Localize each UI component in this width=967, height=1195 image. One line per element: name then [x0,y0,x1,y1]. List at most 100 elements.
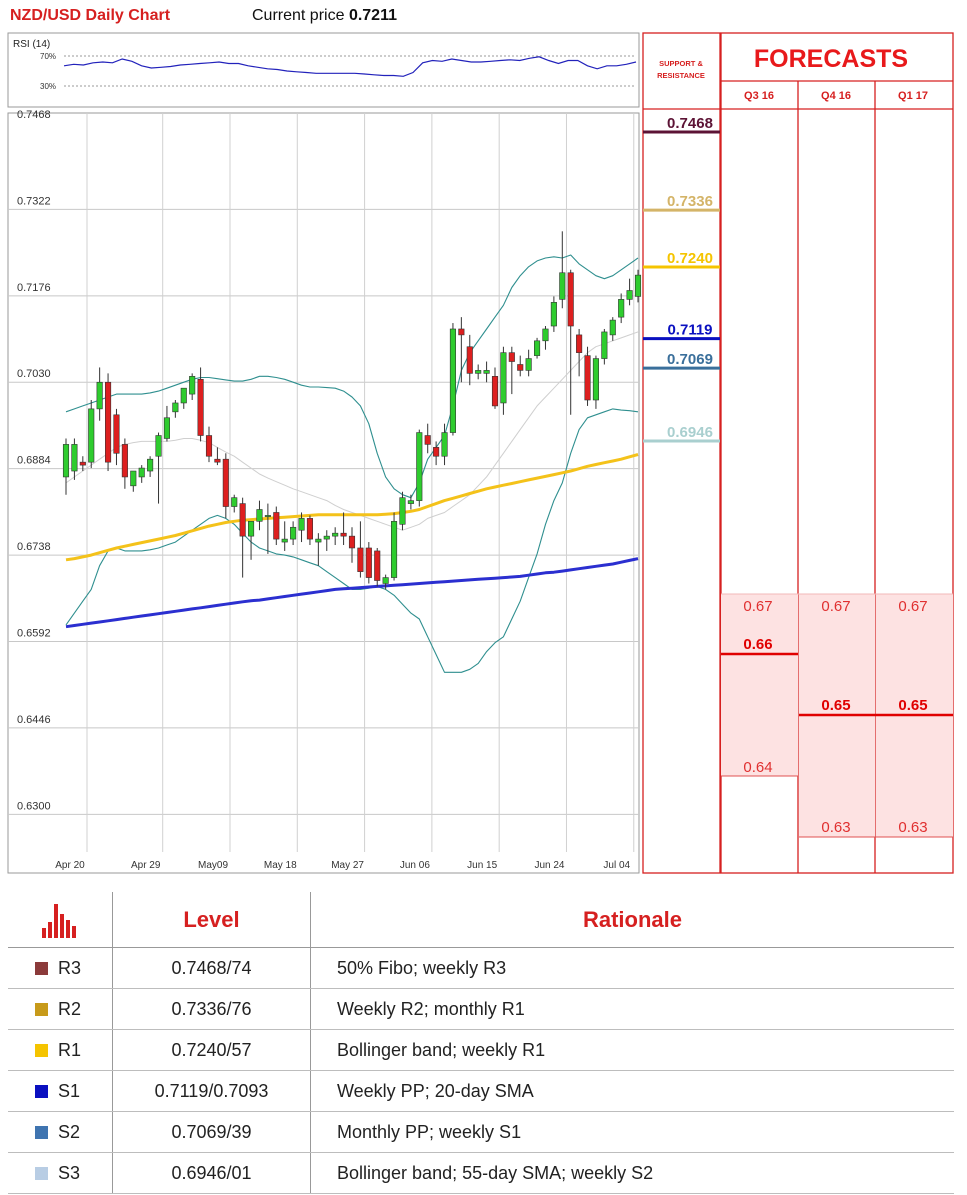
bar-chart-icon-bar [54,904,58,938]
y-tick-label: 0.6592 [17,627,51,639]
candle-up [626,290,633,300]
candle-up [323,535,330,540]
candle-down [508,352,515,362]
sr-title-line2: RESISTANCE [657,71,705,80]
bar-chart-icon-bar [42,928,46,938]
candle-down [365,547,372,578]
candle-up [62,444,70,478]
candle-down [567,272,574,327]
x-tick-label: Apr 20 [55,860,85,871]
candle-up [550,302,557,327]
x-tick-label: Apr 29 [131,860,161,871]
candle-down [517,364,524,371]
forecast-q3-16-median: 0.66 [743,636,772,653]
sr-level-value: 0.7468 [667,115,713,132]
candle-down [576,334,583,353]
rationale-header: Rationale [310,892,954,948]
y-tick-label: 0.6738 [17,541,51,553]
candle-down [424,435,431,445]
bar-chart-icon-bar [66,920,70,938]
level-name-cell: R2 [8,988,113,1030]
candle-down [458,328,465,336]
level-rationale: Weekly PP; 20-day SMA [310,1070,954,1112]
candle-up [618,299,625,318]
candle-up [534,340,541,356]
candle-up [281,538,288,543]
level-color-swatch [35,1166,48,1180]
level-value: 0.7468/74 [112,947,311,989]
forecast-q3-16-high: 0.67 [743,598,772,615]
candle-down [239,503,246,537]
candle-up [180,387,187,404]
candle-up [96,381,103,410]
candle-up [592,358,599,401]
candle-down [197,378,204,436]
candle-up [449,328,456,433]
level-header: Level [112,892,311,948]
series-line-bollinger-upper [65,254,639,499]
candle-up [315,538,322,543]
candle-down [433,447,440,457]
candle-up [500,352,507,404]
bar-chart-icon [42,904,76,938]
level-color-swatch [35,1002,48,1016]
x-tick-label: May 18 [264,860,297,871]
sr-title-line1: SUPPORT & [659,59,703,68]
forecast-q4-16-high: 0.67 [821,598,850,615]
candle-up [71,444,78,472]
sr-level-value: 0.7069 [667,351,713,368]
candle-down [214,458,221,463]
level-name: R3 [58,957,82,978]
level-name: R1 [58,1039,82,1060]
candle-down [357,547,364,572]
bar-chart-icon-bar [48,922,52,938]
candle-up [525,358,532,371]
level-row-r2: R2 0.7336/76 Weekly R2; monthly R1 [8,988,954,1030]
levels-icon-cell [8,892,113,948]
bar-chart-icon-bar [60,914,64,938]
forecast-period-q4-16: Q4 16 [821,90,851,102]
sr-level-value: 0.7240 [667,250,713,267]
price-grid [8,113,639,852]
x-tick-label: Jul 04 [603,860,630,871]
levels-table: Level Rationale R3 0.7468/74 50% Fibo; wee… [8,892,954,1194]
candle-down [205,435,213,457]
candle-down [113,414,120,454]
forecast-q4-16-low: 0.63 [821,819,850,836]
level-name-cell: R1 [8,1029,113,1071]
candle-up [189,376,196,395]
level-row-s3: S3 0.6946/01 Bollinger band; 55-day SMA; w… [8,1152,954,1194]
candle-up [542,328,549,342]
sr-level-value: 0.6946 [667,424,713,441]
candle-down [273,512,280,540]
level-value: 0.7336/76 [112,988,311,1030]
x-tick-label: Jun 24 [534,860,564,871]
candle-up [407,500,414,504]
rsi-label: RSI (14) [13,39,50,50]
candle-up [416,432,423,501]
rsi-level-30: 30% [40,82,56,91]
bar-chart-icon-bar [72,926,76,938]
sr-levels: 0.7468 0.7336 0.7240 0.7119 0.7069 0.6946 [643,115,720,443]
candle-up [399,497,406,525]
candle-up [609,319,616,336]
candle-up [634,274,642,297]
level-value: 0.7119/0.7093 [112,1070,311,1112]
candle-up [147,458,154,472]
level-name-cell: S2 [8,1111,113,1153]
current-price-value: 0.7211 [348,7,397,24]
level-name: R2 [58,998,82,1019]
current-price: Current price 0.7211 [252,7,397,25]
level-name: S2 [58,1121,81,1142]
y-tick-label: 0.6884 [17,455,51,467]
candle-up [483,370,490,374]
level-rationale: Monthly PP; weekly S1 [310,1111,954,1153]
support-resistance-column: SUPPORT & RESISTANCE 0.74680.73360.72400… [642,32,721,874]
y-tick-label: 0.7322 [17,195,51,207]
levels-table-header: Level Rationale [8,892,954,948]
y-tick-label: 0.7468 [17,109,51,121]
level-color-swatch [35,1084,48,1098]
forecasts-panel: FORECASTS Q3 16 Q4 16 Q1 17 0.67 0.67 0.… [720,32,954,874]
candle-up [391,521,398,578]
level-name: S3 [58,1162,81,1183]
